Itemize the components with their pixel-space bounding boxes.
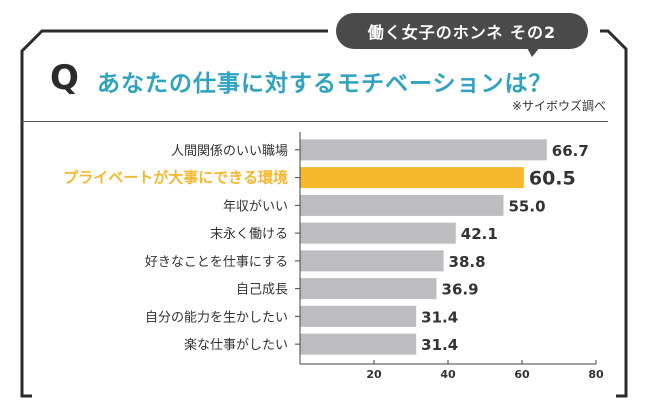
bar [300, 278, 437, 300]
category-label: 自己成長 [236, 283, 288, 298]
badge-text: 働く女子のホンネ その2 [367, 23, 557, 42]
bar [300, 333, 417, 355]
category-label: 末永く働ける [210, 227, 288, 242]
source-note: ※サイボウズ調べ [511, 99, 606, 113]
bar [300, 305, 417, 327]
category-label: 人間関係のいい職場 [171, 144, 288, 159]
category-label: プライベートが大事にできる環境 [63, 169, 288, 187]
section-badge: 働く女子のホンネ その2 [336, 13, 588, 49]
x-tick-label: 80 [588, 368, 604, 381]
title-divider [22, 121, 608, 122]
category-label: 自分の能力を生かしたい [145, 310, 288, 325]
value-label: 42.1 [461, 225, 498, 243]
value-label: 36.9 [442, 281, 479, 299]
question-title: あなたの仕事に対するモチベーションは？ [97, 71, 553, 97]
value-label: 55.0 [509, 197, 546, 215]
bar [300, 167, 524, 189]
bar [300, 139, 547, 161]
bar [300, 250, 444, 272]
category-label: 楽な仕事がしたい [184, 337, 288, 353]
x-tick-label: 20 [366, 368, 382, 381]
value-label: 31.4 [421, 308, 458, 326]
x-tick-label: 60 [514, 368, 530, 381]
category-label: 年収がいい [223, 199, 288, 214]
value-label: 60.5 [529, 168, 576, 190]
category-label: 好きなことを仕事にする [145, 255, 288, 270]
value-label: 31.4 [421, 336, 458, 354]
bar [300, 194, 504, 216]
x-tick-label: 40 [440, 368, 456, 381]
value-label: 66.7 [552, 142, 589, 160]
bar [300, 222, 456, 244]
value-label: 38.8 [449, 253, 486, 271]
badge-tail [526, 46, 541, 57]
q-mark: Q [50, 58, 79, 98]
